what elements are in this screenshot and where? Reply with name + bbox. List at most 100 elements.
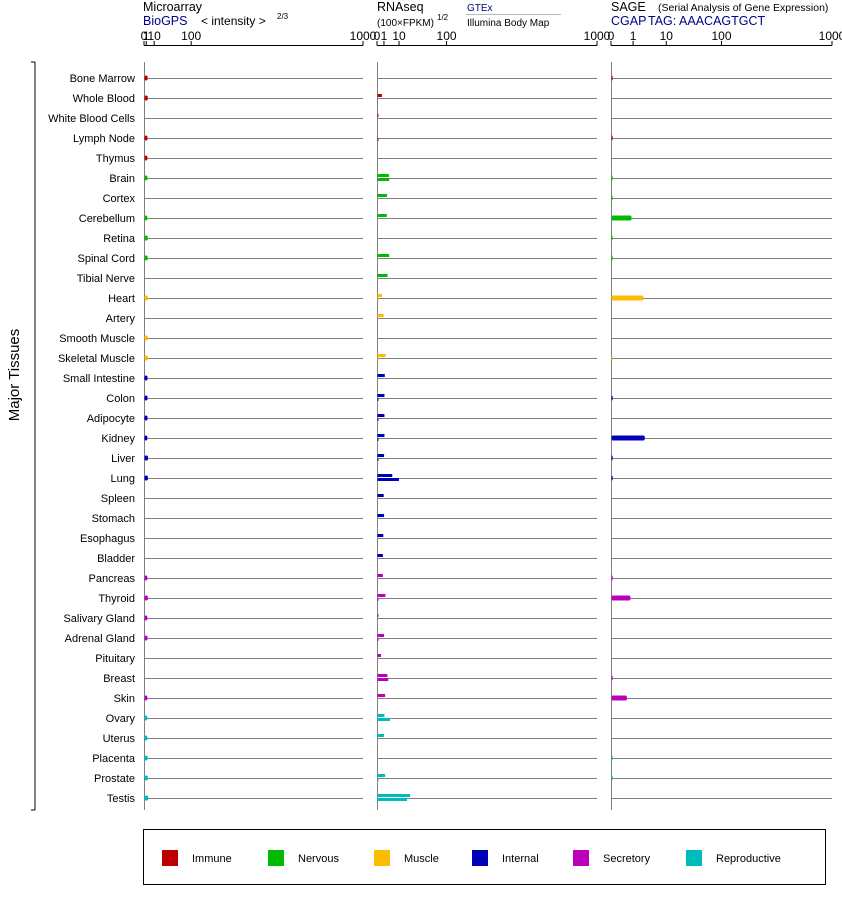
legend-label: Immune: [192, 853, 232, 865]
category-label: Placenta: [92, 753, 136, 765]
data-bar: [377, 174, 389, 177]
data-bar: [377, 594, 386, 597]
category-label: Lung: [111, 473, 135, 485]
data-bar: [144, 695, 148, 701]
sage-subtitle: (Serial Analysis of Gene Expression): [658, 2, 828, 14]
data-bar: [144, 395, 148, 401]
legend-label: Muscle: [404, 853, 439, 865]
category-label: Bone Marrow: [70, 73, 135, 85]
category-label: Small Intestine: [63, 373, 135, 385]
data-bar: [377, 598, 379, 601]
data-bar: [144, 255, 148, 261]
microarray-title: Microarray: [143, 0, 203, 14]
data-bar: [611, 235, 613, 241]
data-bar: [377, 418, 379, 421]
data-bar: [377, 398, 379, 401]
x-tick-label: 10: [392, 29, 406, 43]
category-label: Pituitary: [95, 653, 135, 665]
data-bar: [144, 475, 148, 481]
data-bar: [611, 195, 613, 201]
data-bar: [144, 175, 148, 181]
category-label: Skin: [114, 693, 135, 705]
data-bar: [377, 214, 387, 217]
x-tick-label: 100: [181, 29, 201, 43]
x-tick-label: 0: [141, 29, 148, 43]
data-bar: [377, 114, 379, 117]
data-bar: [144, 375, 148, 381]
category-label: Kidney: [101, 433, 135, 445]
x-tick-label: 0: [608, 29, 615, 43]
data-bar: [611, 595, 631, 601]
data-bar: [377, 554, 383, 557]
x-tick-label: 1: [381, 29, 388, 43]
category-label: Adipocyte: [87, 413, 135, 425]
microarray-metric: < intensity >: [201, 14, 266, 28]
legend-swatch: [162, 850, 178, 866]
microarray-exponent: 2/3: [277, 12, 289, 21]
category-label: Smooth Muscle: [59, 333, 135, 345]
x-tick-label: 1000: [584, 29, 611, 43]
rnaseq-title: RNAseq: [377, 0, 424, 14]
data-bar: [377, 534, 384, 537]
data-bar: [377, 254, 390, 257]
data-bar: [377, 454, 385, 457]
category-label: Colon: [106, 393, 135, 405]
category-label: Lymph Node: [73, 133, 135, 145]
category-label: Stomach: [92, 513, 135, 525]
legend-swatch: [268, 850, 284, 866]
category-label: Liver: [111, 453, 135, 465]
data-bar: [377, 394, 385, 397]
data-bar: [611, 675, 613, 681]
data-bar: [377, 674, 388, 677]
data-bar: [144, 635, 148, 641]
legend-label: Nervous: [298, 853, 339, 865]
data-bar: [611, 215, 632, 221]
data-bar: [144, 775, 148, 781]
category-label: Cerebellum: [79, 213, 135, 225]
category-label: White Blood Cells: [48, 113, 135, 125]
data-bar: [377, 614, 379, 617]
rnaseq-metric: (100×FPKM): [377, 18, 434, 29]
category-label: Skeletal Muscle: [58, 353, 135, 365]
data-bar: [611, 775, 613, 781]
data-bar: [377, 474, 393, 477]
data-bar: [144, 415, 148, 421]
data-bar: [144, 715, 148, 721]
data-bar: [377, 478, 399, 481]
data-bar: [377, 634, 385, 637]
data-bar: [144, 335, 148, 341]
data-bar: [144, 235, 148, 241]
data-bar: [611, 75, 613, 81]
data-bar: [144, 95, 148, 101]
data-bar: [611, 175, 613, 181]
x-tick-label: 1000: [819, 29, 842, 43]
data-bar: [377, 774, 386, 777]
data-bar: [377, 734, 385, 737]
data-bar: [377, 178, 390, 181]
rnaseq-source-gtex: GTEx: [467, 3, 493, 14]
data-bar: [377, 358, 379, 361]
category-label: Whole Blood: [73, 93, 135, 105]
rnaseq-exponent: 1/2: [437, 13, 449, 22]
data-bar: [377, 638, 379, 641]
data-bar: [611, 475, 613, 481]
x-tick-label: 1000: [350, 29, 377, 43]
category-label: Spinal Cord: [78, 253, 135, 265]
data-bar: [377, 778, 379, 781]
category-label: Pancreas: [89, 573, 136, 585]
data-bar: [377, 434, 385, 437]
data-bar: [611, 135, 613, 141]
data-bar: [144, 455, 148, 461]
x-tick-label: 10: [147, 29, 161, 43]
data-bar: [611, 255, 613, 261]
data-bar: [144, 135, 148, 141]
category-label: Brain: [109, 173, 135, 185]
category-label: Spleen: [101, 493, 135, 505]
data-bar: [144, 75, 148, 81]
legend-label: Secretory: [603, 853, 651, 865]
data-bar: [377, 354, 386, 357]
legend-swatch: [686, 850, 702, 866]
data-bar: [377, 718, 390, 721]
data-bar: [611, 355, 613, 361]
data-bar: [144, 215, 148, 221]
